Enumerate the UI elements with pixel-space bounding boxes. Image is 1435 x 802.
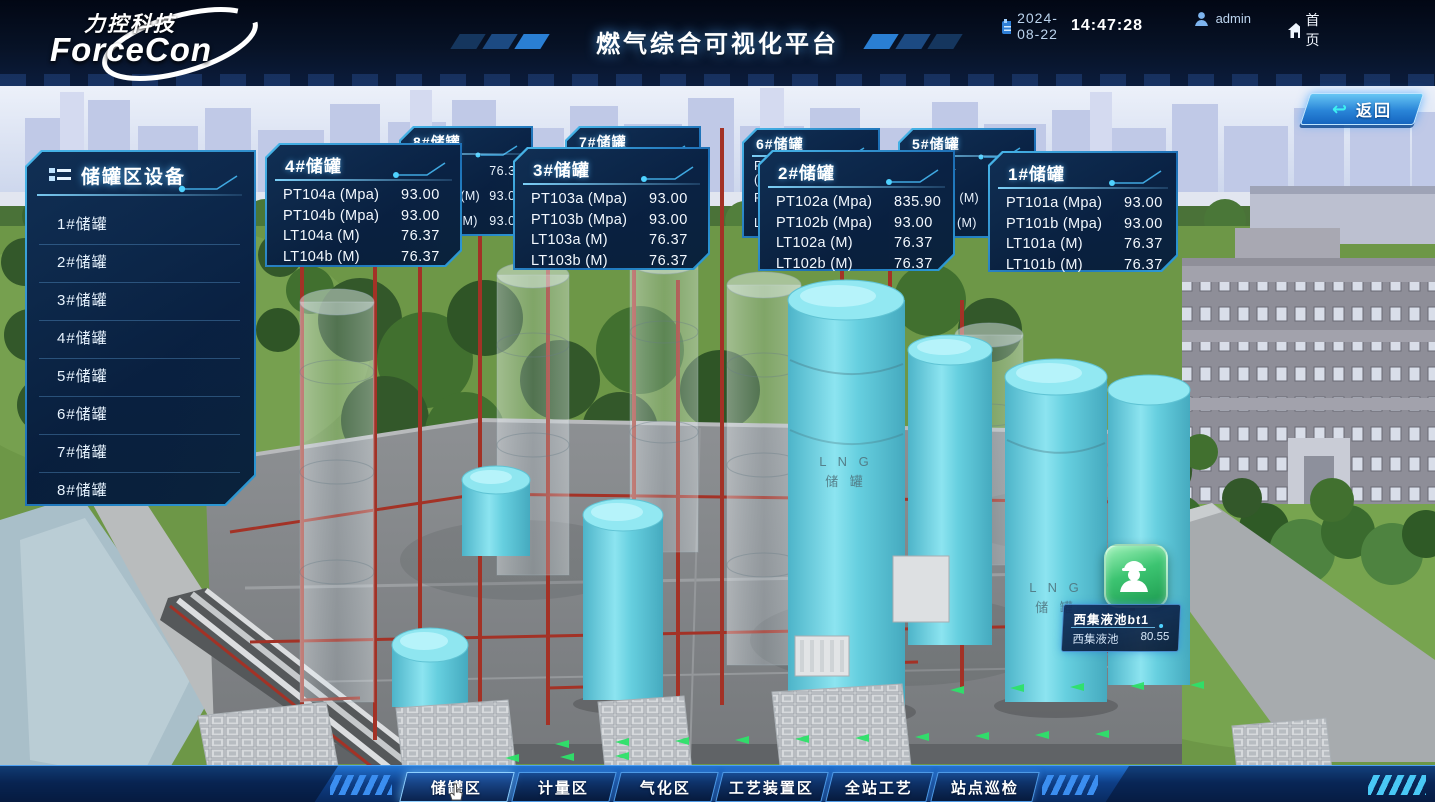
calendar-icon <box>1002 18 1012 34</box>
worker-poi-button[interactable] <box>1104 544 1168 608</box>
sidebar-item-tank4[interactable]: 4#储罐 <box>39 320 240 359</box>
panel-corner-decoration <box>176 172 246 196</box>
list-icon <box>49 166 71 184</box>
nav-process-unit-area[interactable]: 工艺装置区 <box>715 772 829 802</box>
home-icon <box>1288 22 1300 38</box>
panel-corner-decoration <box>1106 167 1170 189</box>
worker-icon <box>1120 561 1148 592</box>
bottom-nav-bar: 储罐区 计量区 气化区 工艺装置区 全站工艺 站点巡检 <box>0 765 1435 802</box>
tank-panel-2: 2#储罐 PT102a (Mpa) 835.90 PT102b (Mpa) 93.0… <box>758 150 955 271</box>
header-bar: 力控科技 ForceCon 燃气综合可视化平台 2024-08-22 14:47… <box>0 0 1435 86</box>
sidebar-item-tank7[interactable]: 7#储罐 <box>39 434 240 473</box>
hand-cursor-icon <box>449 783 463 801</box>
sidebar-item-tank1[interactable]: 1#储罐 <box>39 206 240 245</box>
poi-value: 80.55 <box>1140 631 1170 643</box>
home-button[interactable]: 首页 <box>1287 10 1325 50</box>
panel-corner-decoration <box>638 163 702 185</box>
title-decoration-right <box>863 30 988 56</box>
tank-panel-4: 4#储罐 PT104a (Mpa) 93.00 PT104b (Mpa) 93.00… <box>265 143 462 267</box>
nav-vaporization-area[interactable]: 气化区 <box>613 772 719 802</box>
user-icon <box>1194 12 1208 26</box>
sidebar-title: 储罐区设备 <box>81 167 187 188</box>
panel-corner-decoration <box>883 166 947 188</box>
user-menu[interactable]: admin <box>1193 10 1251 27</box>
hatch-decoration-corner <box>1368 775 1426 795</box>
datetime-display: 2024-08-22 14:47:28 <box>1001 10 1143 42</box>
forcecon-logo: 力控科技 ForceCon <box>22 0 272 86</box>
hatch-decoration-right <box>1042 775 1098 795</box>
sidebar-item-tank3[interactable]: 3#储罐 <box>39 282 240 321</box>
flow-arrows <box>505 681 1204 762</box>
sidebar-item-tank8[interactable]: 8#储罐 <box>57 482 108 499</box>
sidebar-item-tank2[interactable]: 2#储罐 <box>39 244 240 283</box>
back-arrow-icon: ↩ <box>1332 99 1348 119</box>
return-button[interactable]: ↩ 返回 <box>1299 93 1425 125</box>
tank-panel-1: 1#储罐 PT101a (Mpa) 93.00 PT101b (Mpa) 93.00… <box>988 151 1178 272</box>
nav-site-inspection[interactable]: 站点巡检 <box>930 772 1040 802</box>
poi-info-panel[interactable]: 西集液池bt1 西集液池 80.55 <box>1060 604 1182 652</box>
title-decoration-left <box>450 30 575 56</box>
nav-whole-station-process[interactable]: 全站工艺 <box>825 772 934 802</box>
poi-label: 西集液池 <box>1072 634 1119 646</box>
nav-metering-area[interactable]: 计量区 <box>511 772 617 802</box>
page-title: 燃气综合可视化平台 <box>596 31 839 58</box>
sidebar-item-tank6[interactable]: 6#储罐 <box>39 396 240 435</box>
tank-panel-3: 3#储罐 PT103a (Mpa) 93.00 PT103b (Mpa) 93.00… <box>513 147 710 270</box>
logo-swoosh <box>102 7 258 81</box>
sidebar-item-tank5[interactable]: 5#储罐 <box>39 358 240 397</box>
tank-device-sidebar: 储罐区设备 1#储罐 2#储罐 3#储罐 4#储罐 5#储罐 6#储罐 7#储罐… <box>25 150 256 506</box>
hatch-decoration-left <box>330 775 392 795</box>
poi-title: 西集液池bt1 <box>1073 613 1150 627</box>
panel-corner-decoration <box>390 159 454 181</box>
